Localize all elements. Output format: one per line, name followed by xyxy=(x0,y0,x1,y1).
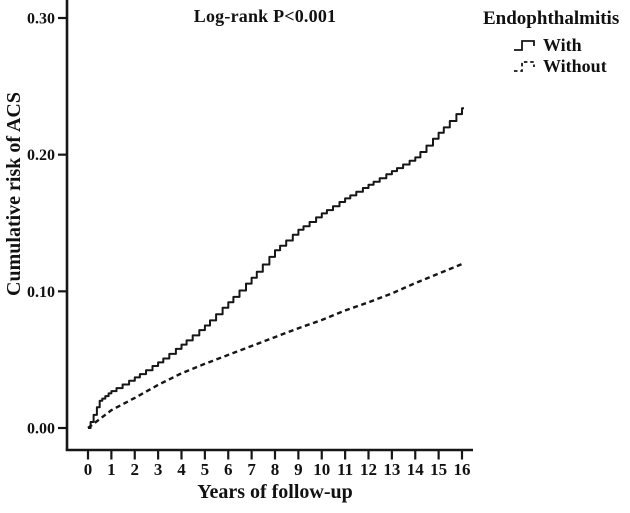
x-tick-label: 15 xyxy=(430,460,447,479)
x-axis-title: Years of follow-up xyxy=(197,481,353,503)
x-tick-label: 0 xyxy=(84,460,93,479)
x-tick-label: 1 xyxy=(107,460,116,479)
x-tick-label: 5 xyxy=(201,460,210,479)
legend-item-without: Without xyxy=(513,56,630,77)
dashed-step-line-icon xyxy=(514,60,535,72)
x-tick-label: 13 xyxy=(383,460,400,479)
y-axis-title: Cumulative risk of ACS xyxy=(3,92,25,296)
y-tick-label: 0.10 xyxy=(27,284,55,301)
legend-item-label: Without xyxy=(543,56,607,76)
legend-item-label: With xyxy=(543,35,582,55)
x-tick-label: 7 xyxy=(247,460,256,479)
x-tick-label: 8 xyxy=(271,460,280,479)
x-tick-label: 6 xyxy=(224,460,233,479)
logrank-annotation: Log-rank P<0.001 xyxy=(193,6,337,26)
solid-step-line-icon xyxy=(514,39,535,51)
legend: Endophthalmitis With Without xyxy=(483,8,630,77)
x-tick-label: 12 xyxy=(360,460,377,479)
x-tick-label: 3 xyxy=(154,460,163,479)
series-without-line xyxy=(87,262,463,429)
x-tick-label: 9 xyxy=(294,460,303,479)
y-tick-label: 0.00 xyxy=(27,421,55,438)
y-tick-label: 0.20 xyxy=(27,147,55,164)
x-tick-label: 16 xyxy=(454,460,471,479)
x-tick-label: 4 xyxy=(177,460,186,479)
x-tick-label: 11 xyxy=(337,460,353,479)
x-tick-label: 2 xyxy=(131,460,140,479)
legend-title: Endophthalmitis xyxy=(483,8,620,29)
series-with-line xyxy=(88,107,464,429)
legend-item-with: With xyxy=(513,35,630,56)
x-tick-label: 14 xyxy=(407,460,425,479)
y-tick-label: 0.30 xyxy=(27,11,55,28)
x-tick-label: 10 xyxy=(313,460,330,479)
